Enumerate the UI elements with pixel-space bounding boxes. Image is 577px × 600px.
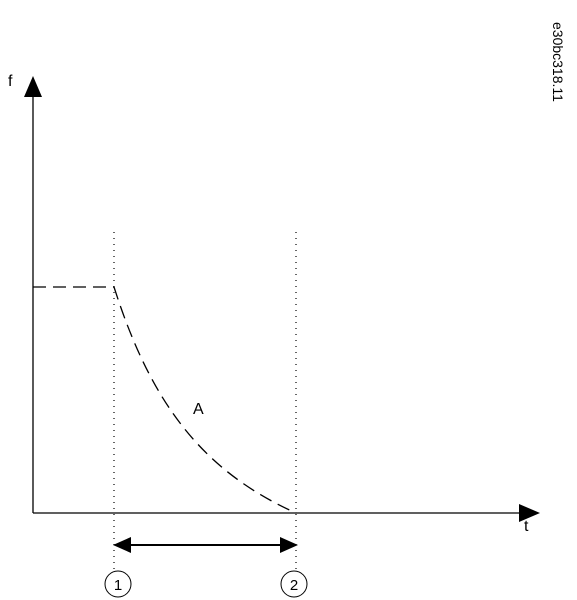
x-axis-label: t [524,518,529,535]
curve-label-a: A [193,401,204,418]
decay-curve-a [113,286,297,514]
y-axis-label: f [8,73,13,90]
callout-2-label: 2 [290,577,298,594]
callout-1-label: 1 [114,577,122,594]
callout-2-circle [280,570,308,598]
y-axis-arrowhead [24,76,42,97]
callout-1-circle [104,570,132,598]
interval-arrowhead-right [280,537,298,553]
x-axis-arrowhead [519,504,540,522]
document-id-label: e30bc318.11 [550,22,566,102]
interval-arrowhead-left [113,537,131,553]
